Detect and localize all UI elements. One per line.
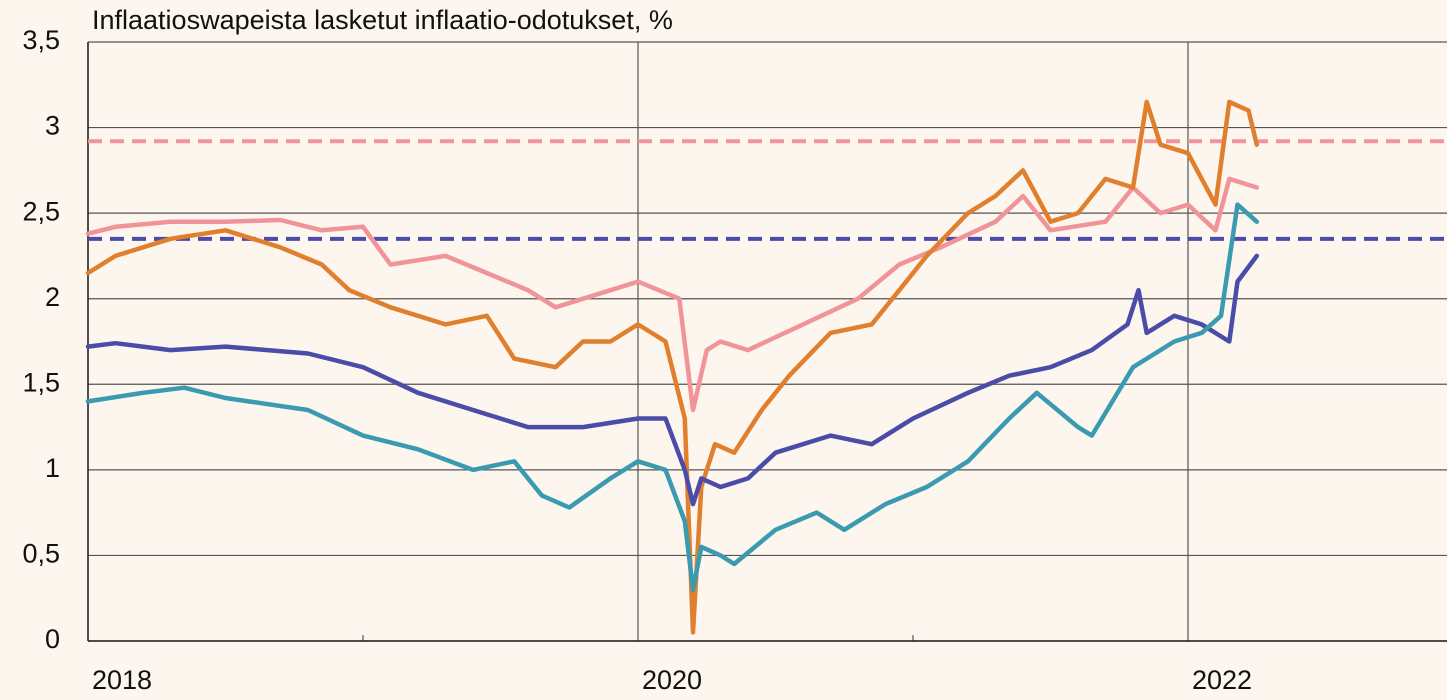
y-tick-label: 0 xyxy=(45,624,60,654)
y-tick-label: 2,5 xyxy=(22,196,60,226)
data-line xyxy=(85,253,1260,507)
x-tick-label: 2020 xyxy=(642,665,702,695)
y-tick-label: 2 xyxy=(45,282,60,312)
x-tick-label: 2022 xyxy=(1192,665,1252,695)
data-line xyxy=(85,202,1260,592)
y-tick-label: 1 xyxy=(45,453,60,483)
y-tick-label: 1,5 xyxy=(22,367,60,397)
y-tick-label: 3,5 xyxy=(22,25,60,55)
chart-title: Inflaatioswapeista lasketut inflaatio-od… xyxy=(92,5,673,35)
x-tick-label: 2018 xyxy=(92,665,152,695)
y-tick-label: 0,5 xyxy=(22,539,60,569)
data-line xyxy=(85,99,1260,635)
data-line xyxy=(85,176,1260,413)
y-tick-label: 3 xyxy=(45,111,60,141)
